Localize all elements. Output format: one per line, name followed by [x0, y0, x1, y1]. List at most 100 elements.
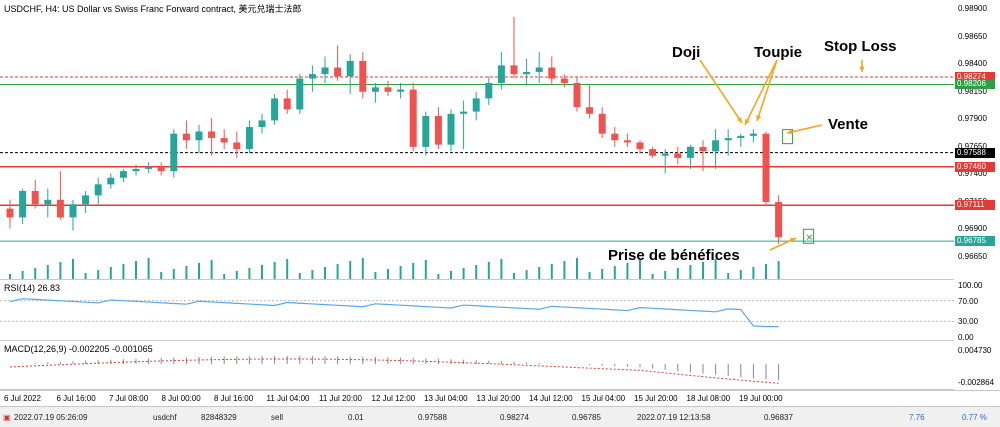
candle-body: [762, 133, 770, 202]
candle-body: [220, 138, 228, 143]
candle-body: [245, 127, 253, 150]
rsi-label: RSI(14) 26.83: [4, 283, 61, 293]
candle-body: [308, 74, 316, 79]
candle-body: [170, 133, 178, 172]
rsi-pane[interactable]: RSI(14) 26.83: [0, 281, 954, 341]
type: sell: [271, 413, 284, 422]
candle-body: [321, 67, 329, 75]
time-tick: 8 Jul 16:00: [214, 394, 254, 403]
candle-body: [145, 166, 153, 169]
sell-marker: [782, 129, 794, 145]
candle-body: [447, 113, 455, 145]
candle-body: [233, 142, 241, 150]
candle-body: [523, 71, 531, 75]
rsi-tick: 0.00: [958, 333, 974, 342]
time-tick: 11 Jul 04:00: [266, 394, 310, 403]
candle-body: [586, 107, 594, 114]
price-tick: 0.96650: [958, 252, 987, 261]
time-tick: 7 Jul 08:00: [109, 394, 149, 403]
trade-icon: ▣: [3, 413, 11, 422]
candle-body: [19, 190, 27, 218]
rsi-tick: 30.00: [958, 317, 979, 327]
macd-tick: -0.002864: [958, 378, 995, 387]
candle-body: [384, 87, 392, 92]
price-tick: 0.98150: [958, 86, 987, 96]
candle-body: [497, 65, 505, 83]
candlestick-chart[interactable]: ✕: [0, 0, 954, 280]
time-tick: 13 Jul 04:00: [424, 394, 468, 403]
chart-title: USDCHF, H4: US Dollar vs Swiss Franc For…: [4, 4, 302, 14]
price-tag: 0.98274: [955, 71, 995, 82]
candle-body: [422, 116, 430, 147]
time-tick: 18 Jul 08:00: [686, 394, 731, 403]
stop-loss: 0.98274: [500, 413, 529, 422]
candle-body: [548, 67, 556, 79]
macd-label: MACD(12,26,9) -0.002205 -0.001065: [4, 344, 153, 354]
candle-body: [510, 65, 518, 75]
candle-body: [598, 113, 606, 134]
macd-pane[interactable]: MACD(12,26,9) -0.002205 -0.001065: [0, 342, 954, 390]
close-marker-x: ✕: [806, 232, 814, 242]
price-tag: 0.97588: [955, 147, 995, 158]
candle-body: [623, 140, 631, 143]
price-tag: 0.98206: [955, 79, 995, 90]
rsi-tick: 70.00: [958, 296, 979, 306]
candle-body: [346, 60, 354, 77]
vente-arrow-head: [787, 129, 793, 135]
ticket: 82848329: [201, 413, 237, 422]
candle-body: [94, 184, 102, 196]
time-tick: 14 Jul 12:00: [529, 394, 573, 403]
candle-body: [296, 78, 304, 110]
price-tick: 0.96900: [958, 224, 987, 234]
vente-arrow: [786, 124, 823, 134]
price-scale[interactable]: 0.98900 0.98650 0.98400 0.98150 0.97900 0.976…: [955, 0, 1000, 390]
candle-body: [371, 87, 379, 92]
candle-body: [560, 78, 568, 83]
price-tag: 0.97460: [955, 161, 995, 172]
price-tick: 0.98400: [958, 59, 987, 69]
time-tick: 15 Jul 20:00: [634, 394, 678, 403]
candle-body: [775, 201, 783, 238]
candle-body: [271, 98, 279, 121]
doji-arrow-head: [736, 117, 742, 123]
stop-loss-annotation: Stop Loss: [824, 38, 897, 55]
profit: 7.76: [909, 413, 925, 422]
price-chart-pane[interactable]: ✕ USDCHF, H4: US Dollar vs Swiss Franc F…: [0, 0, 954, 280]
candle-body: [56, 199, 64, 218]
macd-chart: [9, 356, 780, 384]
price-tick: 0.98650: [958, 31, 987, 41]
candle-body: [334, 67, 342, 77]
price-tag: 0.96785: [955, 236, 995, 247]
candle-body: [119, 171, 127, 178]
time-tick: 13 Jul 20:00: [476, 394, 521, 403]
rsi-line: [9, 298, 779, 328]
take-profit-arrow-head: [790, 237, 796, 243]
price-close: 0.96837: [764, 413, 793, 422]
price-tick: 0.97900: [958, 114, 987, 124]
candle-body: [31, 190, 39, 205]
candle-body: [611, 133, 619, 141]
candle-body: [749, 133, 757, 136]
doji-annotation: Doji: [672, 44, 701, 61]
candle-body: [132, 168, 140, 172]
time-tick: 8 Jul 00:00: [161, 394, 201, 403]
candle-body: [409, 89, 417, 147]
time-axis: 6 Jul 2022 6 Jul 16:00 7 Jul 08:00 8 Jul 00…: [0, 390, 1000, 407]
candle-body: [636, 142, 644, 150]
candle-body: [434, 116, 442, 145]
take-profit-annotation: Prise de bénéfices: [608, 247, 740, 264]
time-close: 2022.07.19 12:13:58: [637, 413, 711, 422]
time-tick: 6 Jul 2022: [4, 394, 41, 403]
candle-body: [82, 195, 90, 205]
vente-annotation: Vente: [828, 116, 869, 133]
price-tag: 0.97111: [955, 200, 995, 211]
candle-body: [699, 146, 707, 152]
toupie-arrow-a-head: [756, 115, 762, 121]
symbol: usdchf: [153, 413, 177, 422]
trade-history-row[interactable]: ▣ 2022.07.19 05:26:09 usdchf 82848329 se…: [0, 406, 1000, 427]
candle-body: [674, 153, 682, 158]
profit-percent: 0.77 %: [962, 413, 987, 422]
time-tick: 11 Jul 20:00: [319, 394, 362, 403]
macd-tick: 0.004730: [958, 346, 992, 355]
candle-body: [686, 146, 694, 158]
